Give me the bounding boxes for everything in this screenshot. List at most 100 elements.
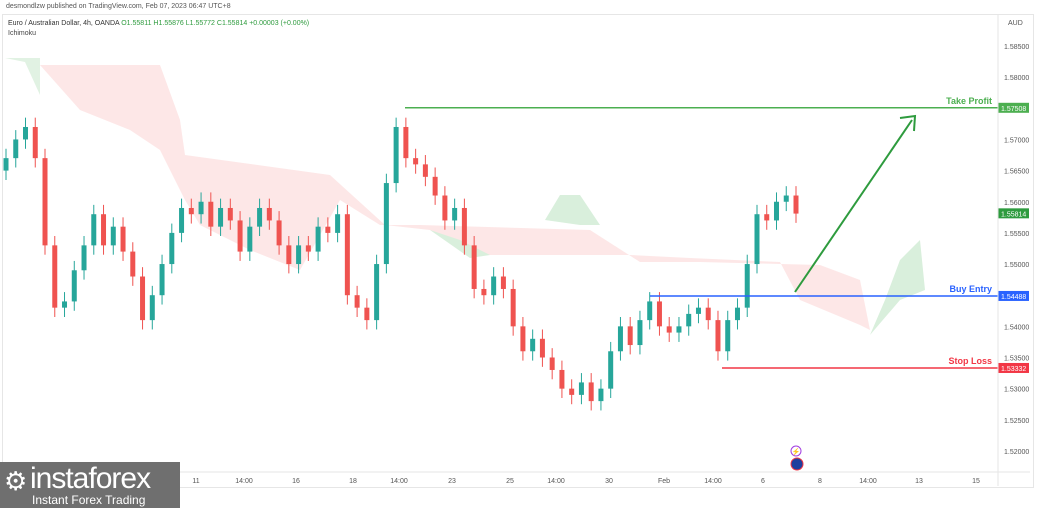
x-tick-label: 23 (448, 478, 456, 485)
candle-body (110, 226, 116, 246)
x-tick-label: 25 (506, 478, 514, 485)
symbol-name: Euro / Australian Dollar, 4h, OANDA (8, 20, 120, 27)
candle-body (149, 295, 155, 321)
y-tick-label: 1.58000 (1004, 75, 1029, 82)
candle-body (764, 214, 770, 221)
candle-body (598, 388, 604, 402)
level-name: Take Profit (946, 96, 992, 106)
y-tick-label: 1.58500 (1004, 44, 1029, 51)
candle-body (383, 183, 389, 265)
candle-body (344, 214, 350, 296)
candle-body (647, 301, 653, 321)
candle-body (315, 226, 321, 252)
y-tick-label: 1.57000 (1004, 137, 1029, 144)
candle-body (120, 226, 126, 252)
candle-body (179, 207, 185, 233)
candle-body (549, 357, 555, 370)
level-price-label: 1.57508 (1001, 106, 1026, 113)
x-tick-label: 11 (192, 478, 199, 485)
candle-body (452, 207, 458, 221)
event-icons[interactable]: ⚡ (790, 445, 804, 471)
candle-body (257, 207, 263, 227)
candle-body (413, 158, 419, 165)
candle-body (32, 126, 38, 159)
candle-body (676, 326, 682, 333)
candle-body (422, 164, 428, 177)
candle-body (208, 201, 214, 227)
y-tick-label: 1.55000 (1004, 262, 1029, 269)
last-price-tag (998, 208, 1029, 219)
candle-body (3, 158, 9, 171)
x-tick-label: 14:00 (859, 478, 877, 485)
candle-body (140, 276, 146, 321)
candle-body (539, 338, 545, 358)
candle-body (637, 320, 643, 346)
candle-body (335, 214, 341, 233)
level-price-tag (998, 290, 1029, 301)
open-value: O1.55811 (121, 20, 152, 27)
y-tick-label: 1.52500 (1004, 418, 1029, 425)
candle-body (656, 301, 662, 327)
candle-body (461, 207, 467, 246)
candle-body (754, 214, 760, 265)
x-tick-label: 14:00 (704, 478, 722, 485)
level-price-tag (998, 362, 1029, 373)
candle-body (23, 126, 29, 140)
candle-body (608, 351, 614, 389)
candle-body (530, 338, 536, 352)
candle-body (71, 270, 77, 302)
level-price-tag (998, 102, 1029, 113)
candle-body (744, 264, 750, 308)
level-name: Buy Entry (949, 284, 992, 294)
candle-body (491, 276, 497, 296)
candle-body (364, 307, 370, 321)
level-price-label: 1.54488 (1001, 294, 1026, 301)
published-info: desmondlzw published on TradingView.com,… (6, 3, 231, 10)
x-tick-label: 15 (972, 478, 980, 485)
candle-body (559, 369, 565, 389)
candle-body (442, 195, 448, 221)
candle-body (286, 245, 292, 265)
x-tick-label: 30 (605, 478, 613, 485)
candle-body (773, 201, 779, 221)
logo-name: instaforex (30, 462, 151, 495)
candle-body (62, 301, 68, 308)
x-tick-label: 14:00 (547, 478, 565, 485)
candle-body (695, 307, 701, 314)
candle-body (715, 320, 721, 352)
candle-body (793, 195, 799, 214)
level-price-label: 1.53332 (1001, 366, 1026, 373)
candle-body (266, 207, 272, 221)
last-price-label: 1.55814 (1001, 211, 1026, 218)
x-tick-label: 13 (915, 478, 923, 485)
currency-label: AUD (1008, 20, 1023, 27)
x-tick-label: 18 (349, 478, 357, 485)
y-tick-label: 1.53500 (1004, 356, 1029, 363)
candle-body (617, 326, 623, 352)
candle-body (42, 158, 48, 246)
candle-body (325, 226, 331, 233)
candle-body (588, 382, 594, 402)
candle-body (686, 313, 692, 327)
candle-body (734, 307, 740, 321)
candle-body (52, 245, 58, 308)
chart-frame (2, 14, 1034, 488)
candle-body (481, 288, 487, 296)
x-tick-label: 14:00 (235, 478, 253, 485)
candle-body (569, 388, 575, 395)
candle-body (520, 326, 526, 352)
target-arrow (794, 114, 917, 293)
candle-body (276, 220, 282, 246)
y-tick-label: 1.54000 (1004, 324, 1029, 331)
x-tick-label: 8 (818, 478, 822, 485)
candle-body (500, 276, 506, 289)
candle-body (130, 251, 136, 277)
candle-body (159, 264, 165, 296)
candle-body (471, 245, 477, 289)
indicator-label[interactable]: Ichimoku (8, 30, 37, 37)
ichimoku-cloud (5, 58, 925, 335)
y-tick-label: 1.56000 (1004, 200, 1029, 207)
candle-body (432, 176, 438, 196)
x-tick-label: 14:00 (390, 478, 408, 485)
